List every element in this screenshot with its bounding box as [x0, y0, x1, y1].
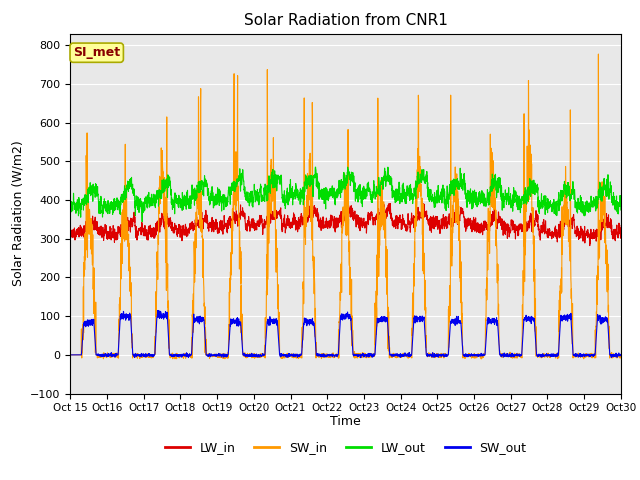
LW_in	[278, 213, 285, 219]
Line: LW_out: LW_out	[70, 167, 621, 222]
LW_out	[607, 179, 614, 185]
LW_out	[617, 207, 625, 213]
LW_in	[547, 233, 555, 239]
Y-axis label: Solar Radiation (W/m2): Solar Radiation (W/m2)	[12, 141, 25, 287]
SW_in	[607, 352, 614, 358]
SW_out	[129, 352, 137, 358]
SW_out	[278, 351, 285, 357]
SW_in	[617, 353, 625, 359]
Text: SI_met: SI_met	[73, 46, 120, 59]
SW_in	[595, 51, 602, 57]
Title: Solar Radiation from CNR1: Solar Radiation from CNR1	[244, 13, 447, 28]
LW_out	[162, 180, 170, 186]
SW_out	[154, 308, 161, 313]
Line: SW_in: SW_in	[70, 54, 621, 359]
SW_out	[162, 312, 170, 318]
LW_in	[387, 201, 394, 206]
LW_out	[301, 176, 309, 182]
LW_in	[301, 216, 309, 221]
LW_in	[162, 216, 170, 221]
SW_in	[67, 352, 74, 358]
SW_in	[301, 241, 309, 247]
X-axis label: Time: Time	[330, 415, 361, 428]
LW_out	[67, 210, 74, 216]
SW_in	[129, 352, 137, 358]
SW_out	[357, 355, 365, 360]
SW_out	[67, 352, 74, 358]
LW_in	[129, 215, 137, 221]
LW_out	[138, 219, 146, 225]
SW_in	[278, 352, 285, 358]
SW_out	[607, 352, 614, 358]
LW_out	[312, 164, 319, 170]
SW_in	[100, 356, 108, 361]
LW_in	[67, 236, 74, 241]
Line: SW_out: SW_out	[70, 311, 621, 358]
SW_in	[547, 353, 555, 359]
SW_out	[617, 353, 625, 359]
LW_out	[129, 191, 137, 196]
LW_in	[586, 243, 594, 249]
LW_out	[547, 204, 555, 210]
SW_in	[162, 204, 170, 210]
Line: LW_in: LW_in	[70, 204, 621, 246]
Legend: LW_in, SW_in, LW_out, SW_out: LW_in, SW_in, LW_out, SW_out	[159, 436, 532, 459]
LW_in	[617, 231, 625, 237]
SW_out	[301, 317, 309, 323]
SW_out	[547, 353, 555, 359]
LW_out	[278, 184, 285, 190]
LW_in	[607, 224, 614, 229]
